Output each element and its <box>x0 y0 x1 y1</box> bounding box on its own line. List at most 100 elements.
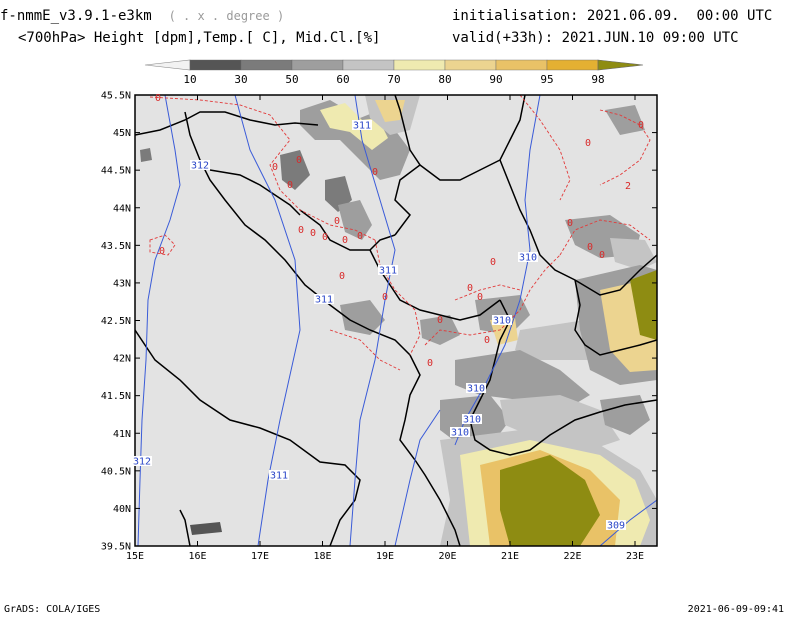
colorbar-label: 10 <box>183 73 196 86</box>
init-label: initialisation: <box>452 8 579 24</box>
temp-contour-label: 0 <box>322 232 328 243</box>
height-contour-label: 309 <box>607 521 625 532</box>
temp-contour-label: 0 <box>339 271 345 282</box>
temp-contours <box>149 95 651 371</box>
temp-contour-label: 0 <box>587 242 593 253</box>
temp-contour-label: 0 <box>287 180 293 191</box>
valid-label: valid(+33h): <box>452 30 554 46</box>
temp-contour-label: 0 <box>382 292 388 303</box>
colorbar-label: 80 <box>438 73 451 86</box>
longitude-axis: 15E 16E 17E 18E 19E 20E 21E 22E 23E <box>126 95 644 562</box>
temp-contour-label: 0 <box>342 235 348 246</box>
height-contour-label: 310 <box>451 428 469 439</box>
colorbar-label: 60 <box>336 73 349 86</box>
lon-label: 19E <box>376 551 394 562</box>
height-label-bg <box>606 520 626 530</box>
temp-contour-label: 0 <box>638 120 644 131</box>
height-contour-label: 311 <box>270 471 288 482</box>
height-label-bg <box>132 456 152 466</box>
height-label-bg <box>462 414 482 424</box>
field-subtitle: <700hPa> Height [dpm],Temp.[ C], Mid.Cl.… <box>18 30 381 46</box>
height-label-bg <box>190 160 210 170</box>
lat-label: 42.5N <box>101 316 131 327</box>
model-name: f-nmmE_v3.9.1-e3km <box>0 8 152 24</box>
latitude-axis: 45.5N 45N 44.5N 44N 43.5N 43N 42.5N 42N 41.5N 41N… <box>101 91 657 553</box>
units-hint: ( . x . degree ) <box>168 9 285 23</box>
height-label-bg <box>492 315 512 325</box>
temp-contour-label: 0 <box>372 167 378 178</box>
lat-label: 43N <box>113 278 131 289</box>
colorbar-label: 98 <box>591 73 604 86</box>
height-label-bg <box>269 470 289 480</box>
colorbar-label: 70 <box>387 73 400 86</box>
temp-contour-label: 0 <box>490 257 496 268</box>
height-contour-label: 312 <box>133 457 151 468</box>
height-contour-label: 310 <box>467 384 485 395</box>
lon-label: 22E <box>563 551 581 562</box>
valid-line: valid(+33h): 2021.JUN.10 09:00 UTC <box>452 30 739 46</box>
temp-contour-label: 0 <box>477 292 483 303</box>
init-value: 2021.06.09. 00:00 UTC <box>586 8 773 24</box>
temp-contour-label: 0 <box>155 93 161 104</box>
height-label-bg <box>466 383 486 393</box>
lon-label: 15E <box>126 551 144 562</box>
init-line: initialisation: 2021.06.09. 00:00 UTC <box>452 8 772 24</box>
colorbar-max-arrow <box>597 59 644 71</box>
temp-contour-label: 0 <box>334 216 340 227</box>
lat-label: 45N <box>113 128 131 139</box>
colorbar-label: 50 <box>285 73 298 86</box>
height-contour-labels: 311 312 311 311 310 310 310 310 310 312 311 309 <box>132 120 626 532</box>
lon-label: 20E <box>438 551 456 562</box>
footer-credit: GrADS: COLA/IGES <box>4 604 101 615</box>
colorbar-label: 90 <box>489 73 502 86</box>
lon-label: 21E <box>501 551 519 562</box>
height-label-bg <box>450 427 470 437</box>
lon-label: 17E <box>251 551 269 562</box>
temp-contour-label: 0 <box>310 228 316 239</box>
height-contour-label: 311 <box>379 266 397 277</box>
height-label-bg <box>314 294 334 304</box>
lat-label: 39.5N <box>101 542 131 553</box>
lat-label: 43.5N <box>101 241 131 252</box>
weather-map: 45.5N 45N 44.5N 44N 43.5N 43N 42.5N 42N 41.5N 41N… <box>101 91 658 562</box>
temp-contour-label: 0 <box>159 246 165 257</box>
model-title: f-nmmE_v3.9.1-e3km ( . x . degree ) <box>0 8 284 24</box>
lon-label: 16E <box>188 551 206 562</box>
height-contours <box>137 95 657 546</box>
cloud-cover <box>140 95 657 546</box>
temp-contour-label: 0 <box>357 231 363 242</box>
temp-contour-label: 0 <box>585 138 591 149</box>
temp-contour-label: 0 <box>599 250 605 261</box>
colorbar-labels: 10 30 50 60 70 80 90 95 98 <box>183 73 604 86</box>
height-contour-label: 310 <box>463 415 481 426</box>
lat-label: 44.5N <box>101 166 131 177</box>
height-contour-label: 312 <box>191 161 209 172</box>
lat-label: 41.5N <box>101 391 131 402</box>
height-contour-label: 310 <box>519 253 537 264</box>
colorbar-boxes <box>144 59 644 71</box>
colorbar-label: 30 <box>234 73 247 86</box>
temp-contour-label: 0 <box>272 162 278 173</box>
colorbar: 10 30 50 60 70 80 90 95 98 <box>144 59 644 86</box>
lat-label: 40.5N <box>101 466 131 477</box>
lat-label: 41N <box>113 429 131 440</box>
temp-contour-label: 0 <box>567 218 573 229</box>
footer-timestamp: 2021-06-09-09:41 <box>687 604 784 615</box>
temp-contour-label: 0 <box>427 358 433 369</box>
temp-contour-label: 0 <box>437 315 443 326</box>
height-label-bg <box>518 252 538 262</box>
temp-contour-label: 2 <box>625 181 631 192</box>
temp-contour-label: 0 <box>298 225 304 236</box>
height-label-bg <box>378 265 398 275</box>
lat-label: 40N <box>113 504 131 515</box>
temp-contour-label: 0 <box>484 335 490 346</box>
temp-contour-label: 0 <box>467 283 473 294</box>
lat-label: 44N <box>113 203 131 214</box>
colorbar-label: 95 <box>540 73 553 86</box>
height-contour-label: 311 <box>315 295 333 306</box>
lat-label: 42N <box>113 354 131 365</box>
height-contour-label: 310 <box>493 316 511 327</box>
temp-contour-label: 0 <box>296 155 302 166</box>
lat-label: 45.5N <box>101 91 131 102</box>
